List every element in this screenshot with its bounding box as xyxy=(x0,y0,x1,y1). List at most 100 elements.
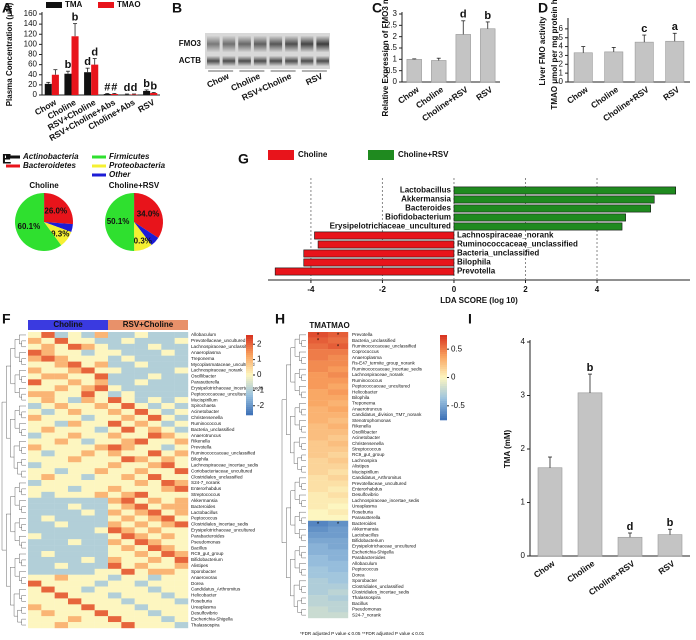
heatmap-cell xyxy=(148,397,162,404)
pie-title: Choline xyxy=(29,181,59,190)
row-label: Desulfovibrio xyxy=(191,610,218,615)
heatmap-cell xyxy=(68,355,82,362)
heatmap-cell xyxy=(148,361,162,368)
heatmap-cell xyxy=(94,598,109,605)
heatmap-cell xyxy=(134,485,149,493)
heatmap-cell xyxy=(308,537,329,544)
heatmap-cell xyxy=(41,474,55,481)
heatmap-cell xyxy=(328,400,349,407)
heatmap-cell xyxy=(41,468,55,475)
dendrogram-branch xyxy=(21,429,26,436)
colorbar-step xyxy=(246,397,253,400)
heatmap-cell xyxy=(108,521,122,528)
heatmap-cell xyxy=(28,373,42,380)
heatmap-cell xyxy=(174,545,189,552)
heatmap-cell xyxy=(94,521,109,528)
heatmap-cell xyxy=(328,532,349,539)
row-label: Lachnospiraceae_norank xyxy=(352,372,404,377)
heatmap-cell xyxy=(108,468,122,475)
blot-background xyxy=(205,53,330,69)
band-label: ACTB xyxy=(179,56,201,65)
colorbar-tick-label: 0 xyxy=(451,373,456,382)
bar xyxy=(91,64,99,95)
heatmap-cell xyxy=(108,450,122,457)
heatmap-cell xyxy=(308,583,329,590)
heatmap-cell xyxy=(148,391,162,398)
heatmap-cell xyxy=(94,509,109,516)
heatmap-cell xyxy=(134,408,149,416)
heatmap-cell xyxy=(81,349,95,356)
significance-star: * xyxy=(317,522,320,528)
heatmap-cell xyxy=(81,604,95,611)
legend-label: TMAO xyxy=(117,0,141,9)
row-label: Bacteria_unclassified xyxy=(191,427,235,432)
y-tick-label: 3 xyxy=(559,51,564,60)
heatmap-cell xyxy=(328,566,349,573)
dendrogram-branch xyxy=(293,441,300,464)
heatmap-cell xyxy=(148,527,162,534)
dendrogram-branch xyxy=(301,597,306,604)
bar-label: Erysipelotrichaceae_uncultured xyxy=(330,222,451,231)
heatmap-cell xyxy=(28,474,42,481)
colorbar-step xyxy=(246,347,253,350)
heatmap-cell xyxy=(81,580,95,587)
heatmap-cell xyxy=(134,480,149,487)
dendrogram-branch xyxy=(19,500,26,510)
row-label: Peptococcus xyxy=(191,516,218,521)
dendrogram-branch xyxy=(293,584,300,607)
row-label: Acinetobacter xyxy=(191,409,220,414)
heatmap-cell xyxy=(121,379,135,386)
row-label: Mucispirillum xyxy=(352,469,379,474)
heatmap-cell xyxy=(41,355,55,362)
heatmap-cell xyxy=(54,420,69,427)
heatmap-cell xyxy=(121,408,135,416)
colorbar-step xyxy=(246,373,253,376)
heatmap-cell xyxy=(41,616,55,623)
heatmap-cell xyxy=(328,412,349,418)
row-label: Peptococcaceae_uncultured xyxy=(191,391,249,396)
heatmap-cell xyxy=(108,497,122,504)
heatmap-cell xyxy=(134,438,149,445)
panel-letter: B xyxy=(172,0,182,16)
heatmap-cell xyxy=(41,397,55,404)
row-label: Bifidobacterium xyxy=(191,557,223,562)
heatmap-cell xyxy=(328,429,349,436)
row-label: Lachnospira xyxy=(352,458,377,463)
heatmap-cell xyxy=(54,385,69,392)
heatmap-cell xyxy=(108,343,122,350)
heatmap-cell xyxy=(161,432,175,439)
row-label: Oscillibacter xyxy=(191,374,216,379)
heatmap-cell xyxy=(68,491,82,498)
dendrogram-branch xyxy=(297,600,302,613)
legend-swatch xyxy=(46,2,62,8)
heatmap-cell xyxy=(81,592,95,599)
heatmap-cell xyxy=(308,457,329,464)
colorbar-step xyxy=(246,355,253,358)
row-label: Bilophila xyxy=(191,456,209,461)
legend-label: Firmicutes xyxy=(109,152,150,161)
y-axis-label: Plasma Concentration (μM) xyxy=(5,2,14,106)
row-label: Anaerovorax xyxy=(191,575,218,580)
heatmap-cell xyxy=(161,426,175,433)
colorbar-step xyxy=(246,389,253,392)
colorbar-step xyxy=(246,365,253,368)
heatmap-cell xyxy=(308,497,329,504)
heatmap-cell xyxy=(161,503,175,510)
heatmap-cell xyxy=(328,503,349,510)
heatmap-cell xyxy=(174,414,189,421)
heatmap-cell xyxy=(108,604,122,611)
y-tick-label: 0.5 xyxy=(386,66,398,75)
heatmap-cell xyxy=(308,377,329,384)
heatmap-cell xyxy=(68,444,82,451)
colorbar-step xyxy=(246,379,253,382)
row-label: Pseudomonas xyxy=(352,607,382,612)
significance-label: # xyxy=(104,81,110,93)
heatmap-cell xyxy=(108,586,122,593)
dendrogram-branch xyxy=(290,559,296,597)
heatmap-cell xyxy=(68,480,82,487)
y-tick-label: 2.5 xyxy=(386,20,398,29)
bar xyxy=(634,41,654,83)
y-tick-label: 140 xyxy=(24,19,38,28)
heatmap-cell xyxy=(174,491,189,498)
